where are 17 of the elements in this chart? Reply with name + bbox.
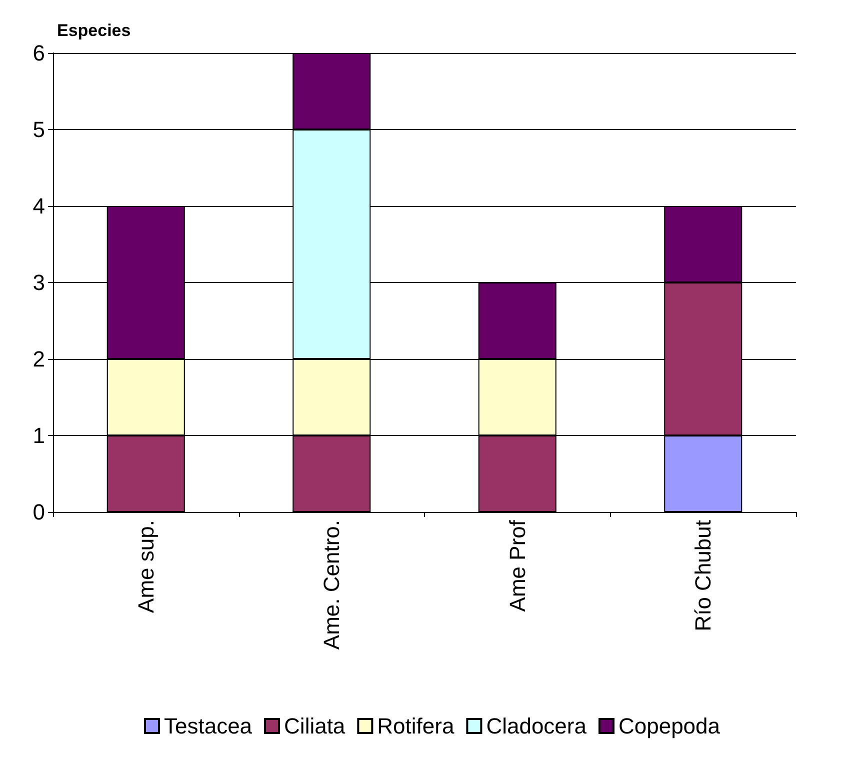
x-tick-label: Ame Prof	[504, 519, 530, 612]
y-tick-label: 2	[32, 346, 45, 372]
legend-label: Ciliata	[284, 714, 346, 738]
y-tick-label: 0	[32, 500, 45, 524]
y-tick-label: 6	[32, 40, 45, 66]
legend-label: Copepoda	[618, 714, 721, 738]
y-tick-label: 4	[32, 194, 45, 218]
x-tick-label: Ame. Centro.	[319, 520, 344, 650]
legend-label: Cladocera	[486, 714, 588, 738]
legend-label: Testacea	[164, 714, 253, 738]
y-tick-label: 3	[32, 270, 45, 295]
x-tick-label: Ame sup.	[133, 520, 158, 613]
x-tick-label: Río Chubut	[690, 520, 716, 632]
y-tick-label: 1	[32, 423, 45, 448]
legend-label: Rotifera	[377, 714, 455, 738]
y-tick-label: 5	[32, 117, 45, 142]
y-axis-title: Especies	[57, 21, 131, 40]
